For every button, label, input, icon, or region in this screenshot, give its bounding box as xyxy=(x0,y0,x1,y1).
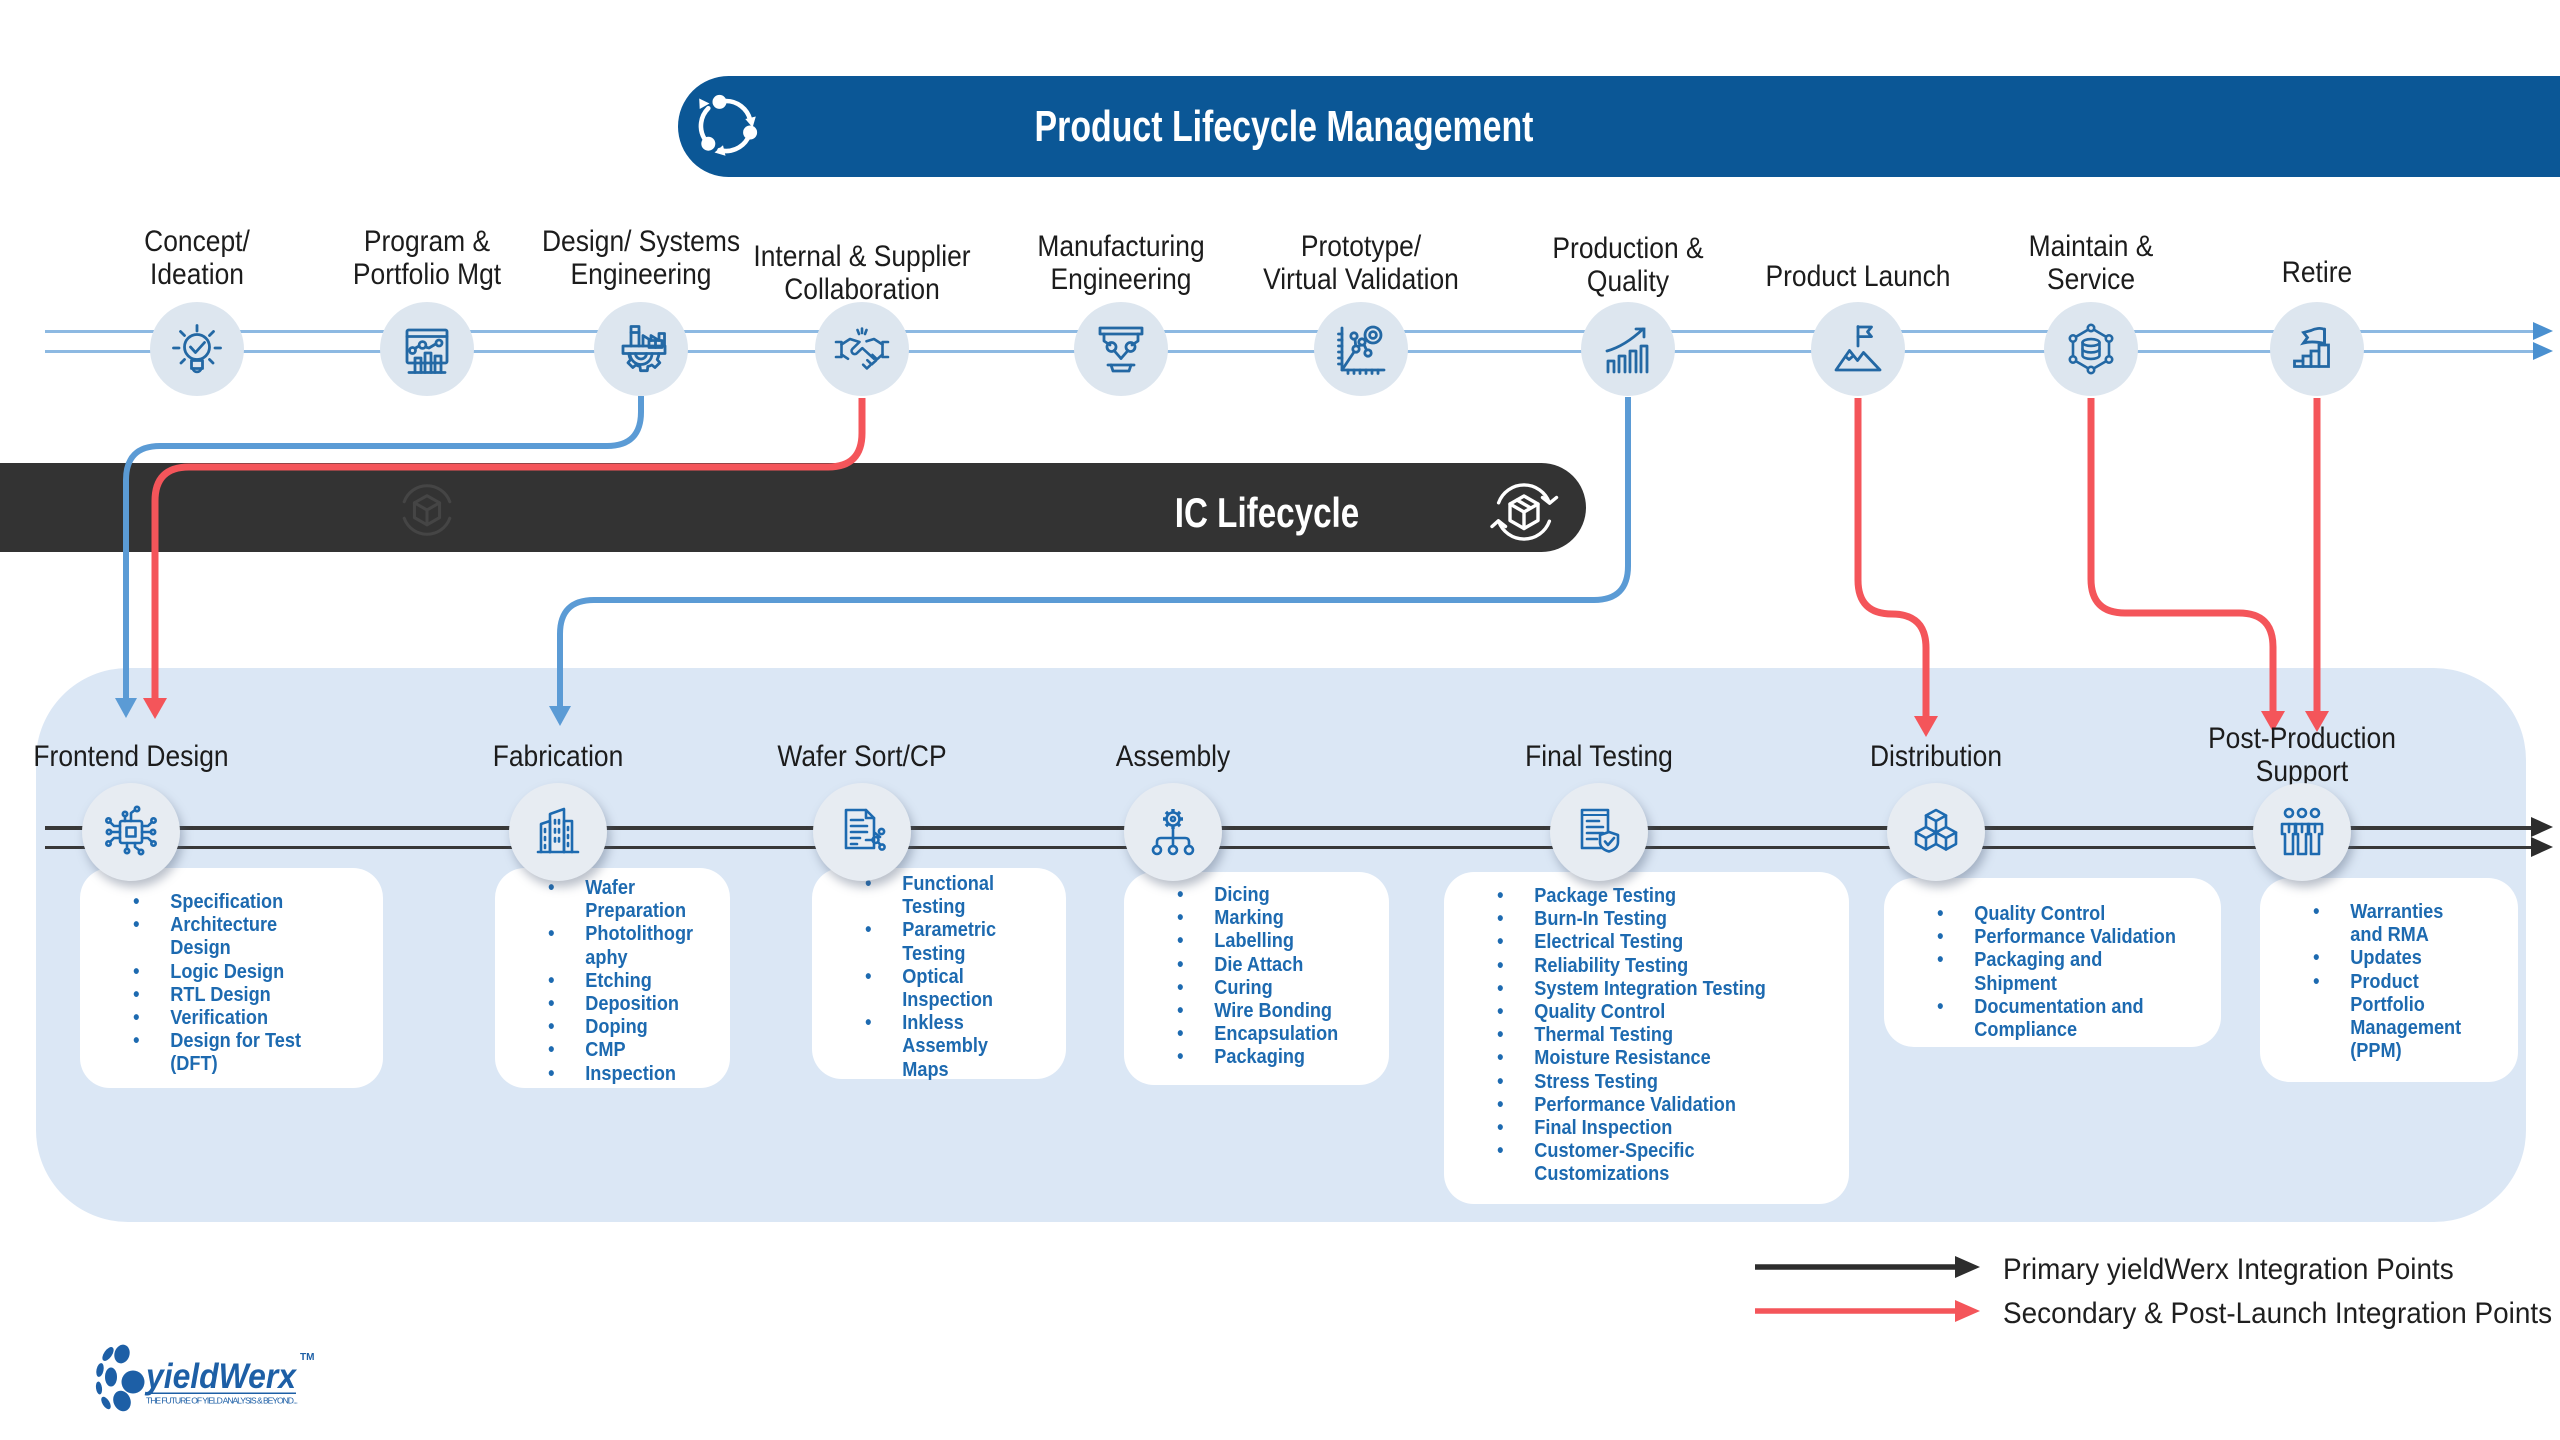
svg-text:THE FUTURE OF YIELD ANALYSIS &: THE FUTURE OF YIELD ANALYSIS & BEYOND... xyxy=(146,1396,298,1406)
svg-text:TM: TM xyxy=(300,1352,314,1363)
svg-text:yieldWerx: yieldWerx xyxy=(144,1357,297,1396)
